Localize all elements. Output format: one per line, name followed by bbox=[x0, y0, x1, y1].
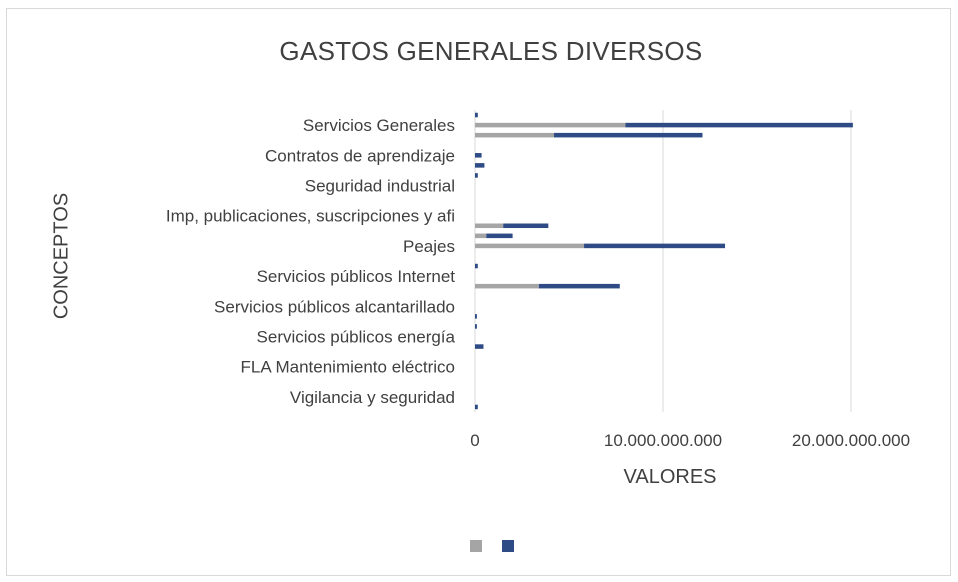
x-axis-title: VALORES bbox=[623, 466, 717, 488]
bar-series-2 bbox=[475, 263, 478, 269]
bar-series-2 bbox=[486, 233, 513, 239]
category-label: Servicios públicos energía bbox=[257, 328, 456, 347]
bar-series-1 bbox=[475, 122, 626, 128]
bar-series-2 bbox=[475, 173, 478, 178]
bar-series-2 bbox=[475, 112, 478, 118]
bar-series-1 bbox=[475, 233, 487, 239]
bar-series-1 bbox=[475, 283, 539, 289]
x-tick-label: 20.000.000.000 bbox=[792, 431, 910, 450]
x-tick-label: 10.000.000.000 bbox=[604, 431, 722, 450]
bar-series-2 bbox=[475, 324, 477, 329]
category-label: FLA Mantenimiento eléctrico bbox=[241, 358, 456, 377]
bar-series-2 bbox=[625, 122, 853, 128]
bar-series-2 bbox=[503, 223, 549, 229]
category-label: Imp, publicaciones, suscripciones y afi bbox=[166, 207, 455, 226]
bar-series-2 bbox=[475, 404, 478, 410]
chart-title: GASTOS GENERALES DIVERSOS bbox=[279, 36, 703, 66]
bar-series-2 bbox=[475, 153, 482, 158]
bar-series-2 bbox=[538, 283, 620, 289]
category-label: Peajes bbox=[403, 237, 455, 256]
category-label: Servicios públicos alcantarillado bbox=[214, 297, 455, 316]
category-label: Seguridad industrial bbox=[305, 177, 455, 196]
legend-item-series-1 bbox=[470, 540, 486, 552]
bar-series-2 bbox=[475, 163, 485, 168]
category-label: Servicios públicos Internet bbox=[257, 267, 456, 286]
category-label: Vigilancia y seguridad bbox=[290, 388, 455, 407]
bar-series-1 bbox=[475, 223, 504, 229]
category-label: Contratos de aprendizaje bbox=[265, 146, 455, 165]
bar-series-2 bbox=[553, 132, 703, 138]
category-label: Servicios Generales bbox=[303, 116, 455, 135]
y-axis-title: CONCEPTOS bbox=[50, 192, 73, 320]
legend-swatch-series-2 bbox=[502, 540, 514, 552]
x-tick-label: 0 bbox=[470, 431, 479, 450]
legend bbox=[470, 540, 518, 552]
chart-frame bbox=[6, 8, 951, 576]
bar-series-2 bbox=[475, 314, 477, 319]
bar-series-2 bbox=[584, 243, 726, 249]
legend-swatch-series-1 bbox=[470, 540, 482, 552]
legend-item-series-2 bbox=[502, 540, 518, 552]
bar-series-1 bbox=[475, 243, 585, 249]
bar-series-1 bbox=[475, 132, 554, 138]
bar-series-2 bbox=[475, 344, 484, 349]
